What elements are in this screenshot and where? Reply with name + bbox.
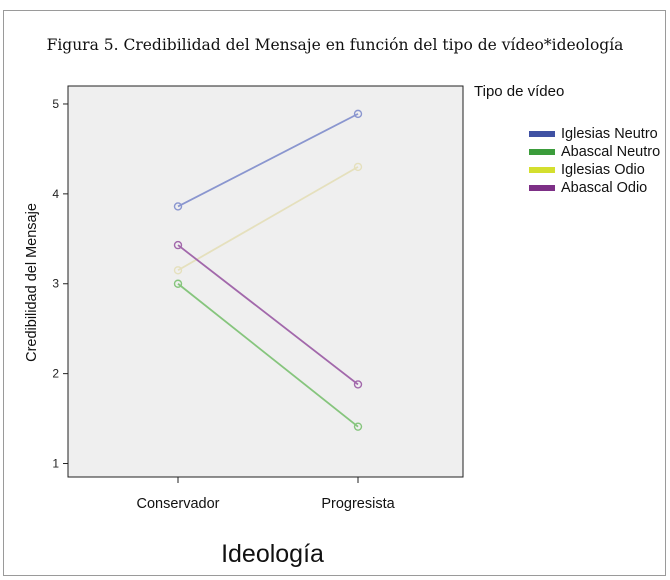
series-line-3	[177, 244, 359, 386]
legend-swatch	[529, 131, 555, 137]
y-tick-label: 4	[52, 187, 59, 201]
data-point	[173, 266, 183, 275]
legend-item: Abascal Neutro	[529, 143, 660, 161]
y-tick-label: 2	[52, 367, 59, 381]
series-line-0	[177, 113, 359, 208]
x-axis-label: Ideología	[221, 540, 324, 568]
legend-label: Iglesias Odio	[561, 162, 645, 178]
y-tick-label: 3	[52, 277, 59, 291]
series-line-1	[177, 283, 359, 428]
series-line-2	[177, 166, 359, 272]
y-tick-label: 5	[52, 97, 59, 111]
y-axis-label: Credibilidad del Mensaje	[24, 203, 40, 362]
legend: Iglesias Neutro Abascal Neutro Iglesias Od…	[529, 125, 660, 197]
legend-label: Iglesias Neutro	[561, 126, 658, 142]
x-tick-label: Progresista	[321, 496, 395, 512]
legend-title: Tipo de vídeo	[474, 83, 565, 100]
data-point	[353, 422, 363, 431]
legend-label: Abascal Odio	[561, 180, 648, 196]
data-point	[353, 380, 363, 389]
data-point	[173, 240, 183, 250]
data-point	[173, 202, 183, 211]
plot-area	[67, 85, 464, 478]
x-tick-label: Conservador	[136, 496, 219, 512]
legend-item: Abascal Odio	[529, 179, 660, 197]
legend-swatch	[529, 149, 555, 155]
data-point	[353, 162, 363, 172]
legend-swatch	[529, 167, 555, 173]
legend-item: Iglesias Neutro	[529, 125, 660, 143]
data-point	[353, 109, 363, 119]
legend-swatch	[529, 185, 555, 191]
figure-title: Figura 5. Credibilidad del Mensaje en fu…	[46, 36, 624, 54]
data-point	[173, 279, 183, 288]
y-tick-label: 1	[52, 457, 59, 471]
figure-frame	[3, 10, 666, 576]
legend-item: Iglesias Odio	[529, 161, 660, 179]
legend-label: Abascal Neutro	[561, 144, 661, 160]
